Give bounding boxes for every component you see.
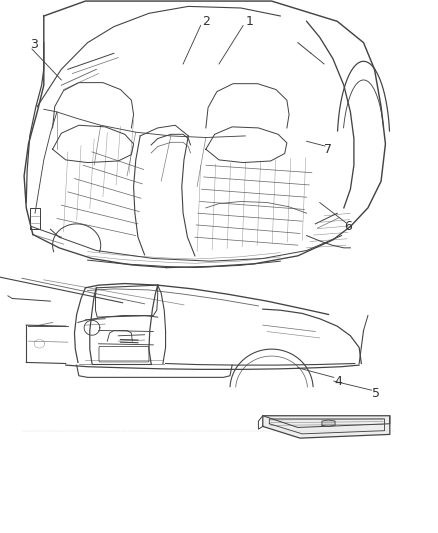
Polygon shape bbox=[263, 416, 390, 438]
Polygon shape bbox=[322, 420, 335, 426]
Text: 5: 5 bbox=[372, 387, 380, 400]
Text: 7: 7 bbox=[324, 143, 332, 156]
Text: 1: 1 bbox=[246, 15, 254, 28]
Text: 2: 2 bbox=[202, 15, 210, 28]
Text: 4: 4 bbox=[334, 375, 342, 387]
Text: 6: 6 bbox=[344, 220, 352, 233]
Text: 3: 3 bbox=[30, 38, 38, 51]
